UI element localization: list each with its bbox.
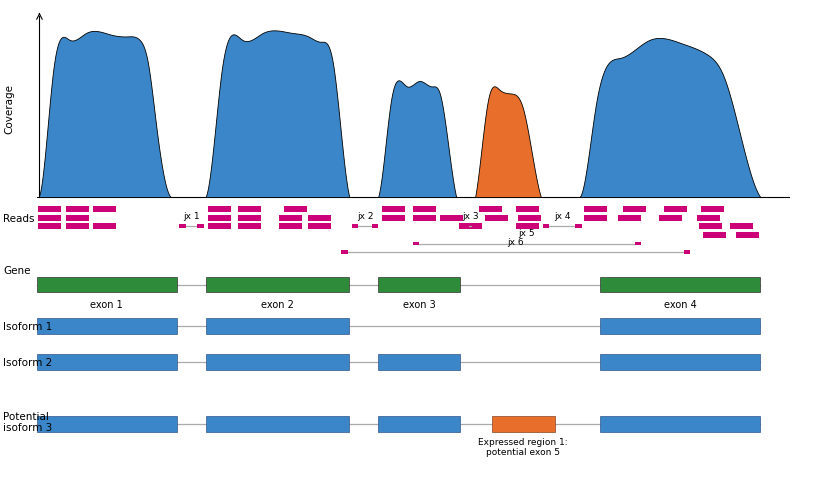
Bar	[703, 232, 726, 238]
Bar	[37, 319, 177, 334]
Bar	[413, 215, 436, 221]
Bar	[623, 207, 646, 213]
Bar	[382, 215, 405, 221]
Text: jx 1: jx 1	[183, 211, 200, 220]
Bar	[37, 416, 177, 432]
Bar	[197, 224, 204, 228]
Bar	[308, 215, 331, 221]
Bar	[543, 224, 549, 228]
Bar	[93, 207, 116, 213]
Bar	[701, 207, 724, 213]
Bar	[697, 215, 720, 221]
Bar	[463, 224, 469, 228]
Bar	[93, 224, 116, 229]
Bar	[208, 215, 231, 221]
Bar	[699, 224, 722, 229]
Text: Potential
isoform 3: Potential isoform 3	[3, 411, 53, 432]
Bar	[238, 215, 261, 221]
Bar	[66, 224, 89, 229]
Bar	[575, 224, 582, 228]
Bar	[206, 319, 349, 334]
Bar	[600, 277, 760, 293]
Text: exon 1: exon 1	[90, 299, 123, 309]
Bar	[179, 224, 186, 228]
Text: jx 3: jx 3	[462, 211, 479, 220]
Bar	[413, 207, 436, 213]
Bar	[664, 207, 687, 213]
Bar	[659, 215, 682, 221]
Bar	[238, 207, 261, 213]
Bar	[584, 207, 607, 213]
Text: jx 6: jx 6	[507, 238, 524, 246]
Bar	[730, 224, 753, 229]
Bar	[600, 354, 760, 370]
Text: Expressed region 1:
potential exon 5: Expressed region 1: potential exon 5	[478, 437, 568, 456]
Bar	[479, 207, 502, 213]
Bar	[516, 207, 539, 213]
Bar	[382, 207, 405, 213]
Bar	[66, 215, 89, 221]
Bar	[518, 215, 541, 221]
Bar	[38, 224, 61, 229]
Bar	[635, 242, 641, 246]
Bar	[206, 277, 349, 293]
Bar	[485, 215, 508, 221]
Text: exon 3: exon 3	[403, 299, 436, 309]
Bar	[38, 215, 61, 221]
Bar	[279, 215, 302, 221]
Bar	[208, 224, 231, 229]
Bar	[584, 215, 607, 221]
Bar	[37, 277, 177, 293]
Bar	[238, 224, 261, 229]
Bar	[618, 215, 641, 221]
Bar	[206, 354, 349, 370]
Bar	[208, 207, 231, 213]
Text: jx 2: jx 2	[357, 211, 373, 220]
Text: jx 5: jx 5	[519, 229, 535, 238]
Bar	[341, 251, 348, 255]
Bar	[284, 207, 307, 213]
Text: jx 4: jx 4	[554, 211, 570, 220]
Bar	[378, 354, 460, 370]
Text: Isoform 2: Isoform 2	[3, 357, 53, 367]
Bar	[440, 215, 463, 221]
Bar	[37, 354, 177, 370]
Text: Coverage: Coverage	[5, 83, 15, 134]
Bar	[66, 207, 89, 213]
Text: Gene: Gene	[3, 266, 30, 276]
Bar	[279, 224, 302, 229]
Bar	[736, 232, 759, 238]
Bar	[684, 251, 690, 255]
Bar	[378, 416, 460, 432]
Bar	[459, 224, 482, 229]
Text: Reads: Reads	[3, 213, 35, 223]
Bar	[352, 224, 358, 228]
Bar	[472, 224, 478, 228]
Text: exon 2: exon 2	[261, 299, 293, 309]
Bar	[206, 416, 349, 432]
Bar	[378, 277, 460, 293]
Bar	[372, 224, 378, 228]
Bar	[413, 242, 419, 246]
Bar	[600, 319, 760, 334]
Text: Isoform 1: Isoform 1	[3, 322, 53, 331]
Bar	[308, 224, 331, 229]
Bar	[492, 416, 555, 432]
Bar	[600, 416, 760, 432]
Bar	[516, 224, 539, 229]
Text: exon 4: exon 4	[664, 299, 696, 309]
Bar	[38, 207, 61, 213]
